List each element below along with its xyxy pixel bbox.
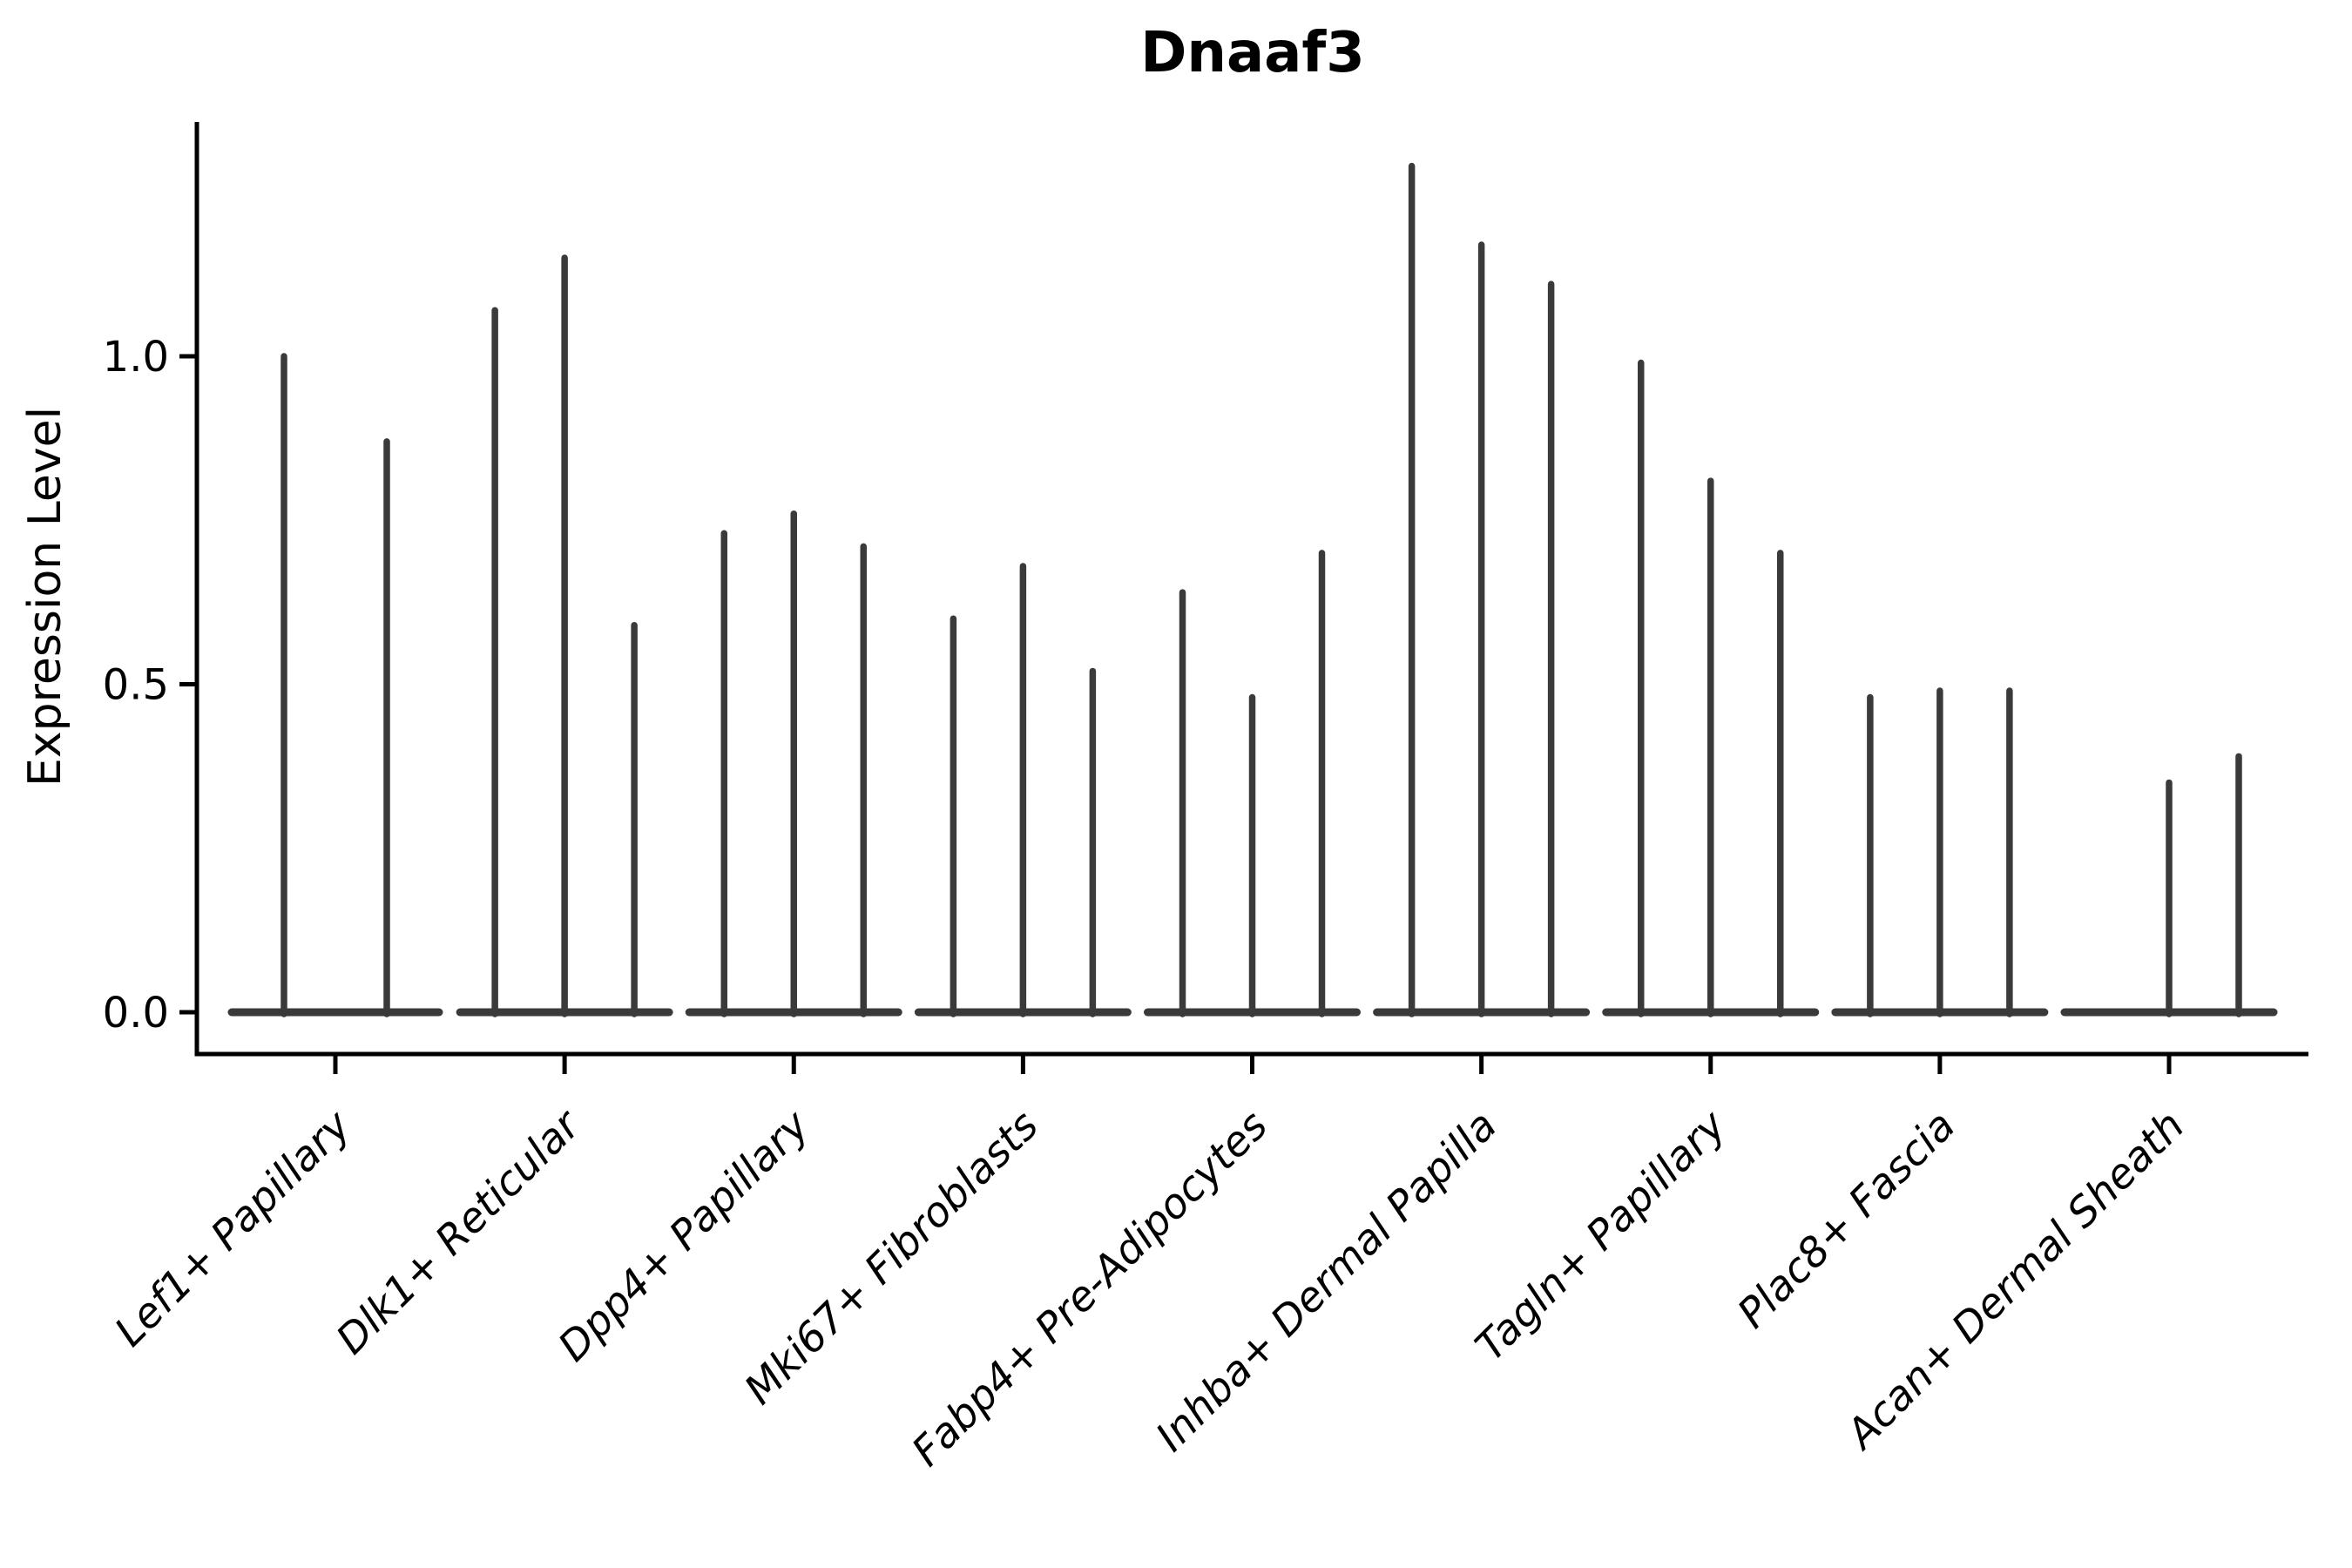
y-tick-label: 1.0: [103, 333, 169, 382]
chart-title: Dnaaf3: [1140, 21, 1365, 85]
x-category-label: Lef1+ Papillary: [105, 1101, 361, 1356]
y-tick-label: 0.5: [103, 660, 169, 709]
x-category-label: Dpp4+ Papillary: [550, 1101, 820, 1371]
x-category-label: Dlk1+ Reticular: [328, 1100, 591, 1364]
y-tick-label: 0.0: [103, 989, 169, 1037]
x-category-label: Tagln+ Papillary: [1466, 1101, 1736, 1371]
y-axis-label: Expression Level: [19, 406, 71, 787]
x-category-label: Plac8+ Fascia: [1728, 1102, 1964, 1338]
